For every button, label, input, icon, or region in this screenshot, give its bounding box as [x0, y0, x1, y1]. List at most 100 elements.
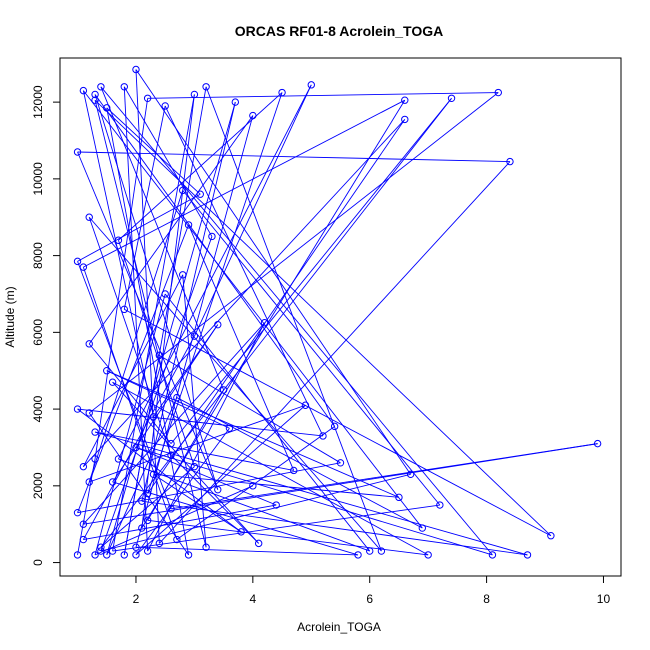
data-point	[506, 157, 514, 166]
data-point	[108, 547, 117, 555]
data-point	[73, 551, 82, 559]
data-point	[79, 263, 88, 271]
series-segment	[135, 404, 306, 556]
series-segment	[153, 473, 242, 533]
data-point	[214, 485, 222, 494]
data-point	[85, 478, 93, 486]
data-point	[377, 547, 386, 555]
series-segment	[83, 119, 406, 467]
series-segment	[77, 151, 219, 490]
data-point	[190, 90, 199, 99]
series-segment	[141, 102, 236, 502]
series-segment	[100, 98, 452, 548]
series-segment	[135, 546, 359, 556]
data-point	[219, 386, 228, 394]
x-tick-label: 2	[133, 592, 140, 606]
series-segment	[141, 99, 406, 529]
series-segment	[77, 151, 510, 163]
data-point	[488, 551, 497, 559]
data-point	[85, 340, 93, 348]
series-segment	[135, 447, 277, 506]
data-point	[143, 547, 152, 555]
series-segment	[88, 412, 189, 556]
data-point	[149, 470, 158, 479]
data-point	[167, 505, 175, 513]
series-segment	[112, 504, 440, 552]
data-point	[167, 451, 175, 459]
data-point	[79, 520, 88, 528]
series-segment	[124, 308, 552, 537]
series-segment	[135, 447, 493, 556]
data-point	[424, 551, 432, 559]
series-segment	[159, 354, 341, 464]
series-segment	[88, 216, 382, 552]
series-segment	[94, 431, 528, 556]
series-segment	[159, 161, 511, 544]
series-segment	[82, 274, 184, 467]
series-segment	[88, 343, 172, 444]
series-segment	[94, 98, 149, 460]
data-point	[97, 543, 105, 551]
series-segment	[123, 86, 149, 552]
series-segment	[118, 84, 312, 460]
series-segment	[100, 473, 411, 552]
series-segment	[94, 99, 552, 537]
data-point	[231, 98, 240, 106]
series-segment	[147, 519, 429, 556]
data-point	[547, 532, 555, 540]
y-tick-label: 8000	[31, 242, 45, 269]
data-point	[418, 524, 427, 532]
series-segment	[176, 425, 335, 540]
series-segment	[193, 84, 312, 337]
series-segment	[164, 105, 324, 437]
data-point	[184, 551, 193, 559]
data-point	[143, 489, 152, 498]
y-tick-label: 10000	[31, 162, 45, 196]
x-tick-label: 8	[483, 592, 490, 606]
data-point	[354, 551, 362, 559]
data-point	[179, 271, 187, 279]
data-point	[249, 482, 257, 490]
data-point	[108, 378, 117, 386]
y-tick-label: 2000	[31, 472, 45, 499]
data-point	[91, 455, 99, 463]
series-segment	[118, 92, 283, 241]
data-point	[173, 535, 181, 544]
data-point	[202, 543, 210, 551]
data-point	[202, 83, 210, 91]
data-point	[401, 96, 409, 104]
series-segment	[77, 224, 189, 513]
data-point	[132, 551, 140, 559]
data-point	[73, 148, 82, 156]
data-point	[103, 551, 111, 559]
data-point	[108, 478, 117, 486]
data-point	[366, 547, 374, 555]
data-point	[97, 547, 105, 555]
series-segment	[100, 86, 493, 556]
y-tick-label: 0	[31, 559, 45, 566]
series-segment	[82, 335, 195, 540]
data-point	[155, 351, 164, 360]
data-point	[190, 332, 199, 340]
series-segment	[147, 389, 225, 521]
data-point	[161, 102, 169, 110]
data-point	[319, 432, 327, 440]
series-segment	[170, 454, 260, 544]
series-segment	[106, 102, 236, 556]
data-point	[73, 257, 82, 266]
y-tick-label: 12000	[31, 85, 45, 119]
data-point	[103, 367, 111, 375]
series-segment	[83, 504, 277, 540]
data-point	[91, 428, 99, 436]
x-tick-label: 10	[597, 592, 611, 606]
series-segment	[100, 86, 225, 391]
data-point	[161, 290, 169, 298]
data-point	[260, 319, 269, 327]
data-point	[225, 424, 234, 432]
data-point	[79, 535, 88, 544]
data-point	[132, 443, 140, 452]
data-point	[336, 459, 345, 467]
series-segment	[135, 69, 160, 544]
series-segment	[77, 408, 324, 437]
